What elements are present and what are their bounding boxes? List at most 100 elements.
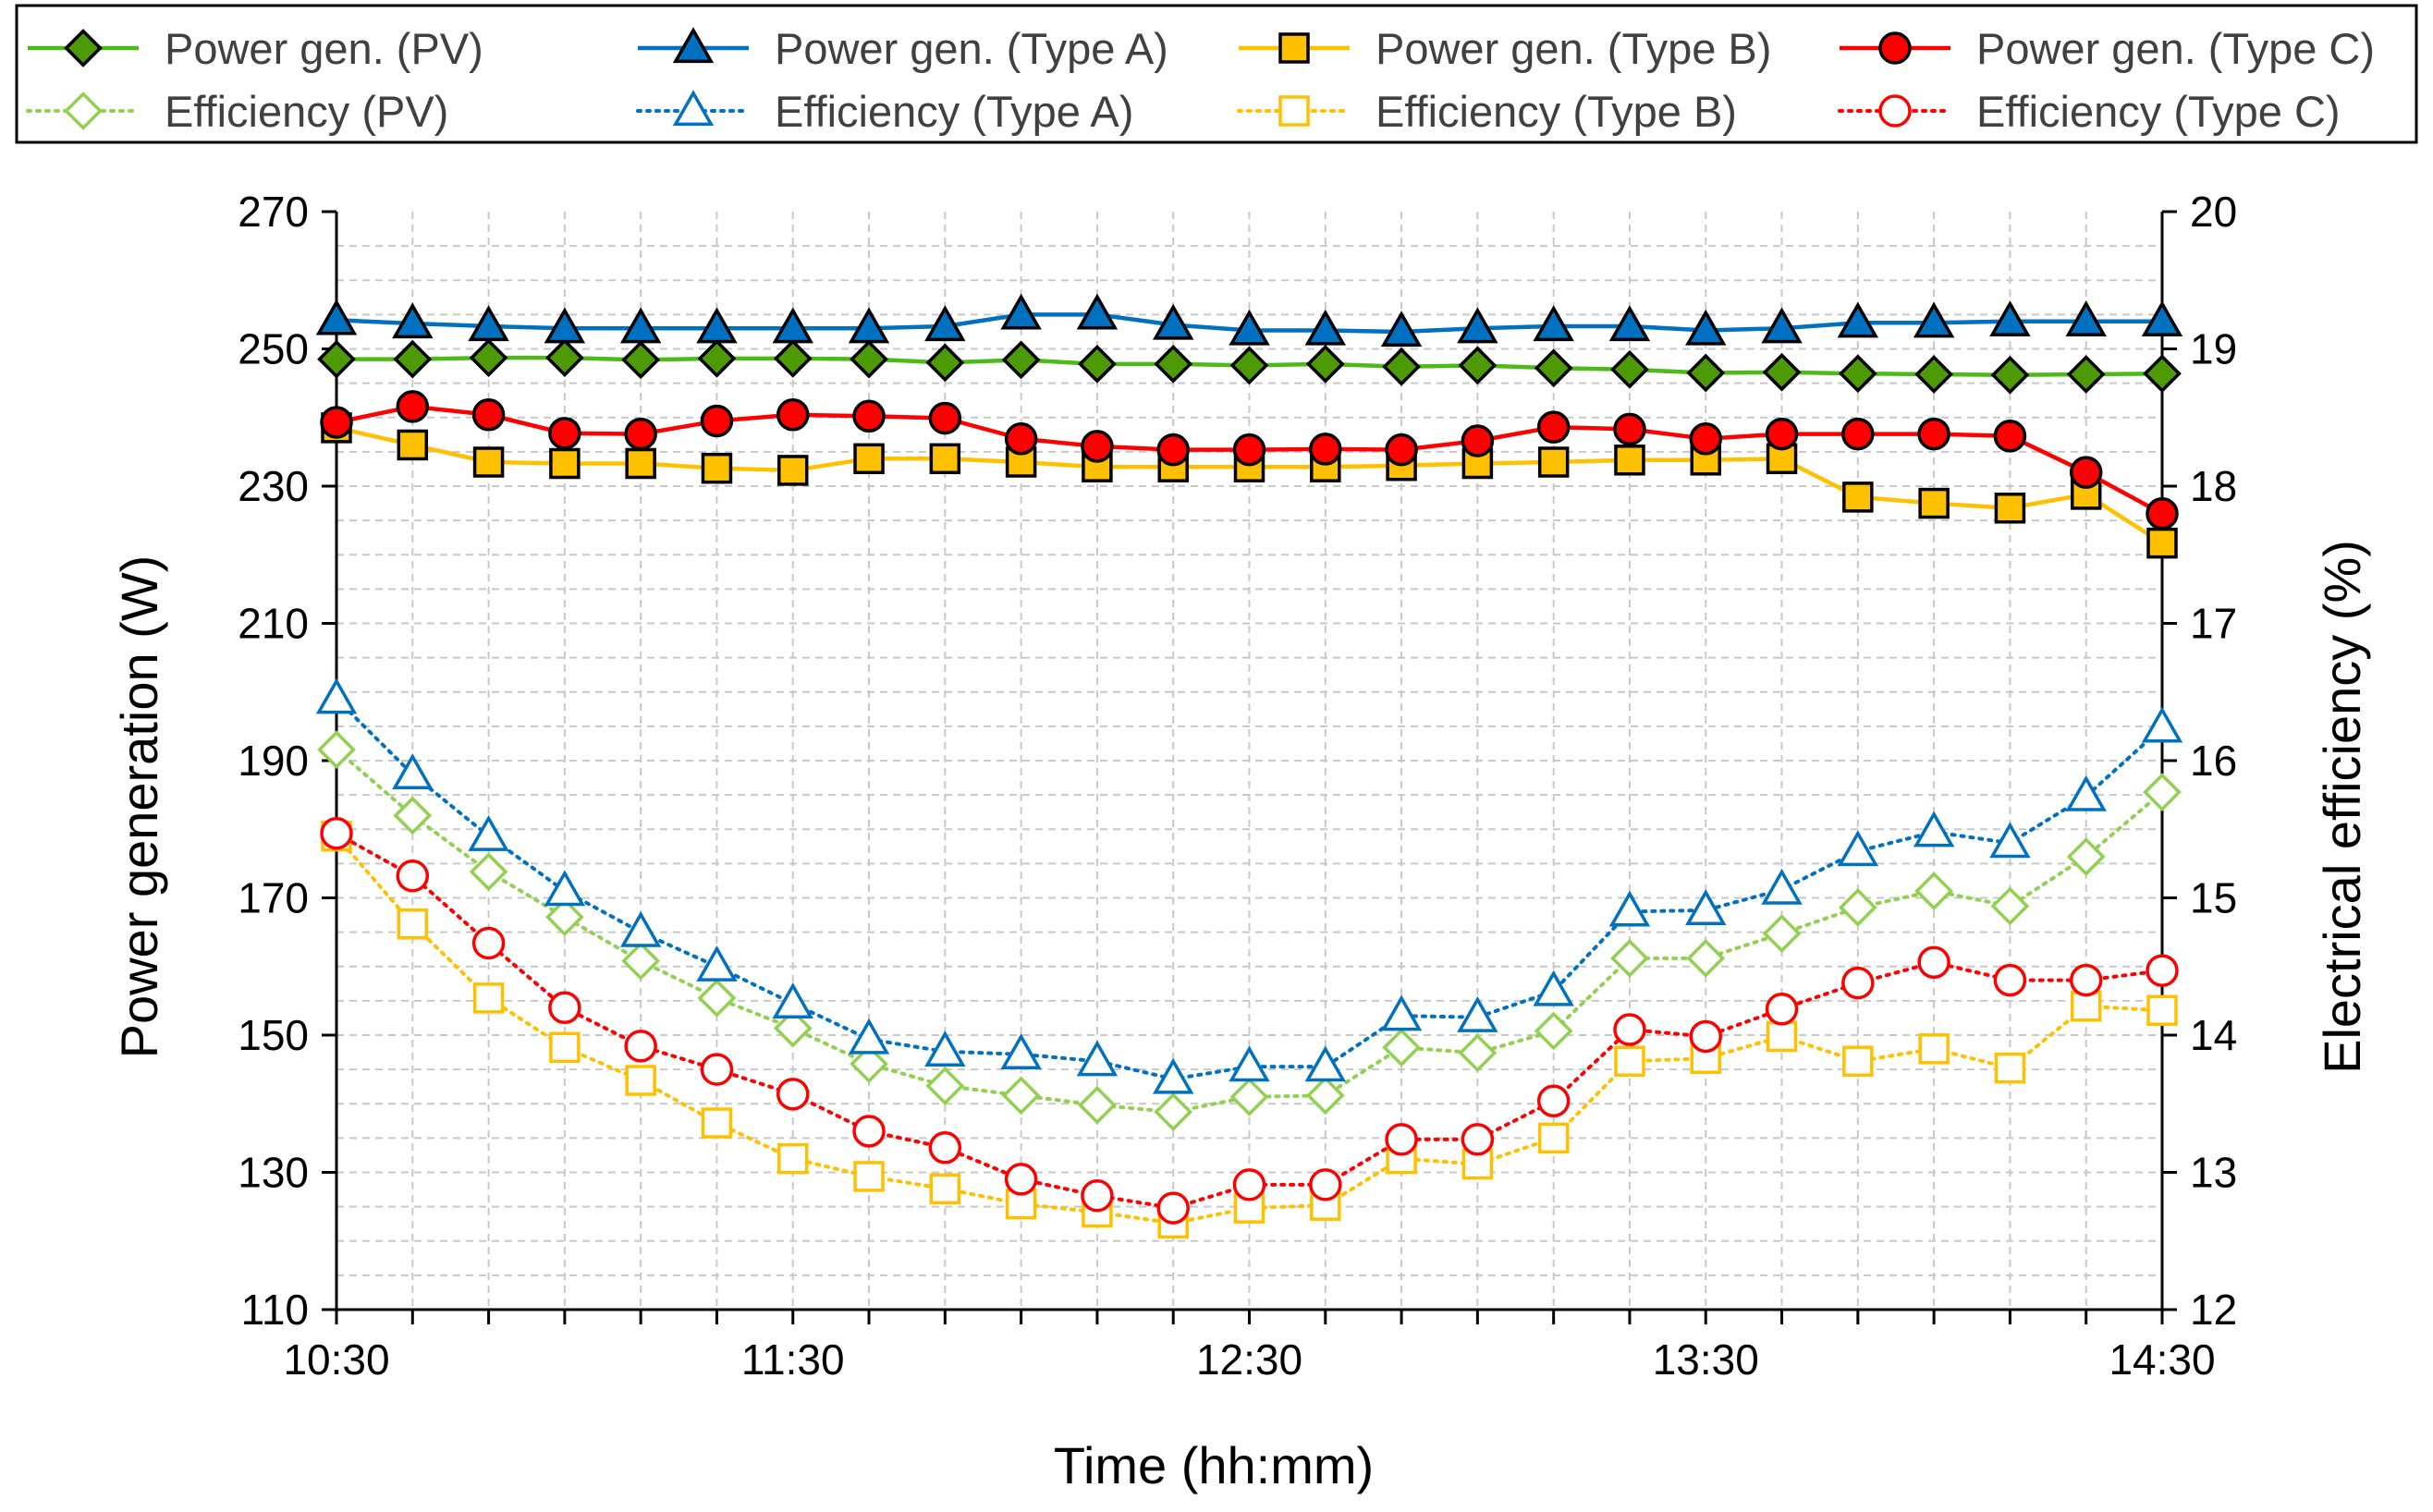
- data-point: [1533, 969, 1574, 1006]
- data-point: [1993, 420, 2027, 453]
- data-point: [848, 307, 890, 344]
- data-point: [2143, 773, 2182, 812]
- y2-tick-label: 15: [2190, 874, 2237, 922]
- data-point: [396, 390, 430, 423]
- data-point: [1913, 811, 1955, 847]
- data-point: [777, 455, 809, 486]
- y2-tick-label: 17: [2190, 600, 2237, 648]
- data-point: [701, 452, 733, 484]
- y2-tick-label: 16: [2190, 737, 2237, 785]
- data-point: [1305, 344, 1345, 384]
- data-point: [320, 406, 353, 439]
- data-point: [848, 1018, 890, 1055]
- data-point: [1685, 309, 1727, 346]
- data-point: [544, 870, 586, 907]
- data-point: [1154, 1092, 1193, 1132]
- data-point: [1614, 1045, 1645, 1077]
- y2-tick-label: 14: [2190, 1011, 2237, 1059]
- data-point: [1004, 1163, 1038, 1196]
- y2-axis-title: Electrical efficiency (%): [2313, 540, 2371, 1074]
- data-point: [1614, 445, 1645, 476]
- data-point: [1458, 346, 1498, 385]
- legend-item: Power gen. (Type B): [1239, 24, 1771, 73]
- data-point: [777, 1142, 809, 1175]
- data-point: [1837, 301, 1879, 338]
- data-point: [1918, 1033, 1950, 1065]
- data-point: [924, 305, 966, 342]
- x-axis-title: Time (hh:mm): [1054, 1436, 1374, 1494]
- data-point: [393, 796, 433, 835]
- data-point: [1458, 1033, 1498, 1073]
- data-point: [1689, 422, 1722, 456]
- series-power-gen-type-c: [320, 390, 2179, 530]
- data-point: [1913, 301, 1955, 338]
- data-point: [929, 443, 961, 475]
- data-point: [545, 897, 584, 937]
- legend-label: Power gen. (Type C): [1976, 24, 2375, 73]
- data-point: [544, 307, 586, 344]
- data-point: [1385, 433, 1418, 467]
- data-point: [315, 299, 358, 335]
- legend-marker: [1878, 94, 1912, 128]
- data-point: [1686, 353, 1726, 393]
- data-point: [1156, 433, 1190, 467]
- data-point: [469, 338, 508, 378]
- data-point: [1990, 355, 2030, 395]
- data-point: [2146, 527, 2178, 559]
- data-point: [928, 401, 962, 435]
- y2-tick-label: 18: [2190, 462, 2237, 510]
- data-point: [1685, 889, 1727, 926]
- data-point: [1608, 890, 1651, 927]
- legend-marker: [64, 91, 103, 130]
- data-point: [1536, 1084, 1571, 1118]
- data-point: [853, 443, 885, 475]
- data-point: [548, 991, 581, 1025]
- legend-label: Efficiency (Type B): [1375, 87, 1737, 136]
- data-point: [2146, 954, 2179, 987]
- data-point: [853, 1161, 885, 1192]
- y-tick-label: 250: [238, 325, 309, 373]
- data-point: [925, 343, 965, 383]
- data-point: [1382, 1028, 1421, 1067]
- y2-tick-label: 13: [2190, 1149, 2237, 1197]
- legend: Power gen. (PV) Power gen. (Type A) Power …: [15, 4, 2418, 144]
- data-point: [548, 417, 581, 450]
- data-point: [471, 926, 506, 960]
- data-point: [624, 417, 657, 451]
- data-point: [2065, 774, 2107, 811]
- data-point: [624, 1030, 657, 1063]
- y-tick-label: 210: [238, 600, 309, 648]
- data-point: [1761, 868, 1803, 905]
- data-point: [1382, 347, 1421, 386]
- data-point: [2146, 994, 2178, 1027]
- data-point: [469, 852, 508, 892]
- data-point: [549, 1031, 581, 1064]
- data-point: [700, 1053, 734, 1086]
- data-point: [397, 429, 429, 461]
- data-point: [397, 908, 429, 940]
- data-point: [1537, 1122, 1570, 1154]
- data-point: [929, 1173, 961, 1205]
- data-point: [1461, 1123, 1495, 1156]
- y-tick-label: 270: [238, 188, 309, 236]
- data-point: [1078, 1085, 1117, 1125]
- data-point: [773, 1008, 813, 1048]
- data-point: [1689, 1019, 1722, 1054]
- data-point: [1533, 305, 1574, 342]
- data-point: [621, 340, 661, 380]
- data-point: [700, 404, 734, 438]
- data-point: [1537, 446, 1570, 478]
- data-point: [2066, 837, 2106, 876]
- data-point: [2065, 300, 2107, 336]
- data-point: [619, 307, 662, 344]
- legend-label: Efficiency (Type A): [775, 87, 1133, 136]
- data-point: [621, 941, 661, 981]
- legend-item: Efficiency (Type C): [1838, 87, 2341, 136]
- legend-label: Power gen. (Type A): [775, 24, 1168, 73]
- data-point: [1461, 424, 1495, 457]
- data-point: [472, 446, 505, 478]
- data-point: [545, 338, 584, 378]
- data-point: [1304, 309, 1347, 346]
- data-point: [2066, 355, 2106, 394]
